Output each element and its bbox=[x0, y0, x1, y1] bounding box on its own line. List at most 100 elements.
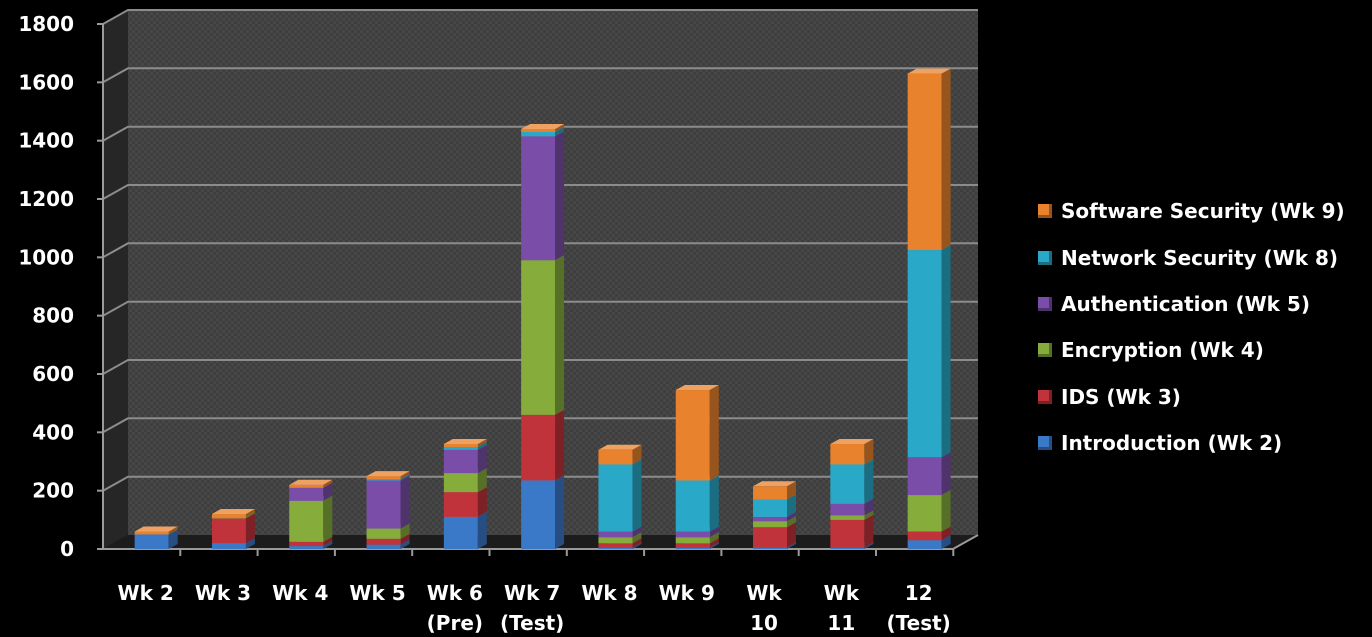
gridline bbox=[102, 67, 978, 84]
legend-swatch bbox=[1038, 296, 1052, 311]
bar-segment-side bbox=[323, 479, 333, 488]
x-category-label: Wk 9 bbox=[659, 581, 715, 605]
bar-segment-side bbox=[323, 495, 333, 542]
bar-segment-top bbox=[830, 439, 874, 444]
bar-segment-side bbox=[555, 124, 565, 132]
legend-item: IDS (Wk 3) bbox=[1038, 374, 1345, 420]
legend-label: Software Security (Wk 9) bbox=[1061, 199, 1345, 224]
bar-segment-top bbox=[211, 509, 255, 514]
bar-segment bbox=[366, 479, 401, 481]
bar-segment-side bbox=[787, 511, 796, 522]
bar-segment-side bbox=[864, 514, 874, 548]
bar-segment-top bbox=[753, 481, 796, 487]
bar-segment-side bbox=[709, 542, 719, 549]
bar-segment-side bbox=[941, 535, 951, 549]
bar-segment bbox=[211, 518, 246, 544]
bar-segment-side bbox=[400, 475, 410, 529]
bar-segment bbox=[598, 531, 633, 538]
bar-segment bbox=[443, 449, 478, 474]
bar-segment bbox=[598, 537, 633, 544]
x-category-label: Wk 3 bbox=[195, 581, 251, 605]
bar-segment bbox=[289, 546, 324, 549]
legend-item: Authentication (Wk 5) bbox=[1038, 281, 1345, 327]
legend-label: Introduction (Wk 2) bbox=[1061, 431, 1283, 456]
y-tick-label: 1000 bbox=[18, 245, 74, 269]
bar-segment-side bbox=[709, 532, 719, 544]
bar-segment bbox=[830, 503, 865, 516]
bar-segment-side bbox=[709, 526, 719, 538]
bar-segment bbox=[753, 486, 788, 500]
bar-segment bbox=[830, 444, 865, 465]
bar-segment bbox=[521, 131, 556, 137]
y-tick-label: 200 bbox=[32, 479, 74, 503]
x-category-label: Wk bbox=[824, 581, 860, 605]
y-tick-label: 1400 bbox=[18, 129, 74, 153]
bar-segment-top bbox=[134, 526, 178, 532]
bar-segment-side bbox=[400, 533, 410, 545]
bar-segment-side bbox=[323, 536, 333, 547]
legend-item: Encryption (Wk 4) bbox=[1038, 327, 1345, 373]
bar-segment bbox=[443, 492, 478, 517]
bar-segment-side bbox=[477, 468, 487, 493]
bar-segment-side bbox=[787, 516, 796, 528]
bar-segment bbox=[521, 260, 556, 415]
bar-segment bbox=[675, 543, 710, 548]
bar-segment-side bbox=[941, 452, 951, 495]
legend-item: Network Security (Wk 8) bbox=[1038, 234, 1345, 280]
bar-segment bbox=[907, 73, 942, 251]
bar-segment bbox=[211, 514, 246, 517]
bar-segment bbox=[443, 444, 478, 447]
bar-segment-side bbox=[864, 510, 874, 520]
bar-segment-side bbox=[477, 441, 487, 450]
bar-segment-side bbox=[555, 255, 565, 415]
bar-segment bbox=[830, 519, 865, 548]
bar-segment-top bbox=[443, 439, 487, 444]
bar-segment bbox=[366, 544, 401, 549]
bar-segment-side bbox=[632, 444, 642, 465]
bar-segment-side bbox=[555, 409, 565, 481]
bar-segment-side bbox=[941, 245, 951, 458]
legend-swatch bbox=[1038, 250, 1052, 265]
bar-segment bbox=[366, 538, 401, 545]
bar-segment bbox=[443, 516, 478, 549]
bar-segment-side bbox=[632, 532, 642, 544]
bar-segment-side bbox=[632, 542, 642, 549]
x-category-label: 11 bbox=[827, 611, 855, 635]
bar-segment-side bbox=[323, 482, 333, 501]
bar-segment-side bbox=[245, 509, 255, 517]
bar-segment-side bbox=[864, 439, 874, 465]
bar-segment-top bbox=[907, 68, 951, 74]
y-tick-label: 400 bbox=[32, 420, 74, 444]
bar-segment bbox=[598, 547, 633, 549]
bar-segment bbox=[443, 446, 478, 450]
bar-segment bbox=[675, 537, 710, 544]
bar-segment-side bbox=[245, 538, 255, 549]
bar-segment-side bbox=[323, 541, 333, 549]
y-tick-label: 600 bbox=[32, 362, 74, 386]
y-tick-label: 1600 bbox=[18, 70, 74, 94]
legend-swatch bbox=[1038, 436, 1052, 451]
x-axis-depth-line bbox=[952, 534, 979, 550]
bar-segment bbox=[675, 547, 710, 549]
bar-segment-side bbox=[709, 538, 719, 548]
bar-segment bbox=[521, 414, 556, 481]
bar-segment-side bbox=[941, 526, 951, 541]
x-category-label: Wk 5 bbox=[349, 581, 405, 605]
bar-segment bbox=[598, 449, 633, 465]
y-tick-label: 800 bbox=[32, 304, 74, 328]
bar-segment-side bbox=[168, 529, 178, 549]
bar-segment-side bbox=[245, 511, 255, 519]
chart-legend: Software Security (Wk 9) Network Security… bbox=[1038, 188, 1345, 466]
bar-segment bbox=[753, 516, 788, 522]
x-category-label: Wk 7 bbox=[504, 581, 560, 605]
legend-label: Authentication (Wk 5) bbox=[1061, 291, 1310, 316]
bar-segment-top bbox=[521, 124, 565, 129]
bar-segment bbox=[211, 516, 246, 519]
bar-segment-side bbox=[864, 459, 874, 504]
legend-swatch bbox=[1038, 389, 1052, 404]
bar-segment-side bbox=[555, 475, 565, 549]
bar-segment-side bbox=[632, 526, 642, 538]
bar-segment bbox=[753, 499, 788, 517]
y-tick-label: 0 bbox=[60, 537, 74, 561]
